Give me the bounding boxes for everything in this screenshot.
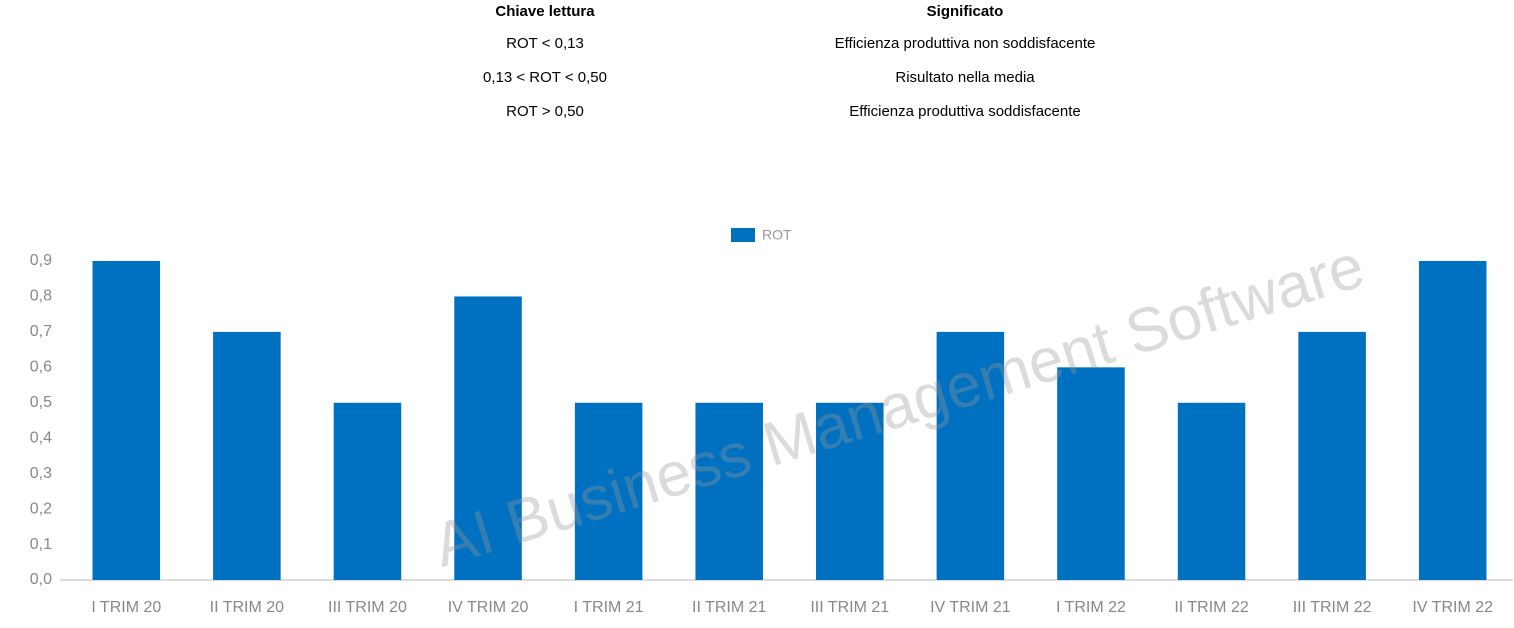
x-tick-label: III TRIM 20 xyxy=(328,599,407,616)
bar xyxy=(454,296,522,580)
bar xyxy=(816,402,884,580)
table-header: Significato xyxy=(927,3,1004,20)
bar xyxy=(333,402,402,580)
table-cell: Efficienza produttiva non soddisfacente xyxy=(835,35,1096,52)
bar xyxy=(574,402,643,580)
x-tick-label: III TRIM 21 xyxy=(810,599,889,616)
x-tick-label: II TRIM 21 xyxy=(692,599,766,616)
x-tick-label: I TRIM 22 xyxy=(1056,599,1126,616)
table-cell: ROT > 0,50 xyxy=(506,103,584,120)
x-tick-label: IV TRIM 21 xyxy=(930,599,1011,616)
x-tick-label: I TRIM 20 xyxy=(91,599,161,616)
table-cell: Efficienza produttiva soddisfacente xyxy=(849,103,1081,120)
x-tick-label: II TRIM 20 xyxy=(210,599,284,616)
bar xyxy=(695,402,763,580)
x-tick-label: III TRIM 22 xyxy=(1293,599,1372,616)
table-header: Chiave lettura xyxy=(495,3,595,20)
bar xyxy=(92,261,161,580)
x-tick-label: IV TRIM 22 xyxy=(1412,599,1493,616)
bar xyxy=(1298,331,1366,580)
bar xyxy=(936,331,1005,580)
bar xyxy=(1057,367,1125,580)
y-tick-label: 0,8 xyxy=(30,288,52,305)
y-tick-label: 0,5 xyxy=(30,394,52,411)
y-tick-label: 0,0 xyxy=(30,571,52,588)
table-cell: Risultato nella media xyxy=(895,69,1035,86)
y-tick-label: 0,3 xyxy=(30,465,52,482)
y-tick-label: 0,4 xyxy=(30,429,52,446)
x-tick-label: IV TRIM 20 xyxy=(448,599,529,616)
legend-label: ROT xyxy=(762,227,792,243)
bar xyxy=(213,331,281,580)
x-tick-label: I TRIM 21 xyxy=(574,599,644,616)
y-tick-label: 0,7 xyxy=(30,323,52,340)
x-tick-label: II TRIM 22 xyxy=(1174,599,1248,616)
y-tick-label: 0,2 xyxy=(30,500,52,517)
table-cell: 0,13 < ROT < 0,50 xyxy=(483,69,607,86)
y-tick-label: 0,6 xyxy=(30,359,52,376)
table-cell: ROT < 0,13 xyxy=(506,35,584,52)
bar xyxy=(1418,261,1487,580)
y-tick-label: 0,1 xyxy=(30,536,52,553)
legend-swatch xyxy=(731,228,755,242)
y-tick-label: 0,9 xyxy=(30,252,52,269)
bar xyxy=(1177,402,1246,580)
